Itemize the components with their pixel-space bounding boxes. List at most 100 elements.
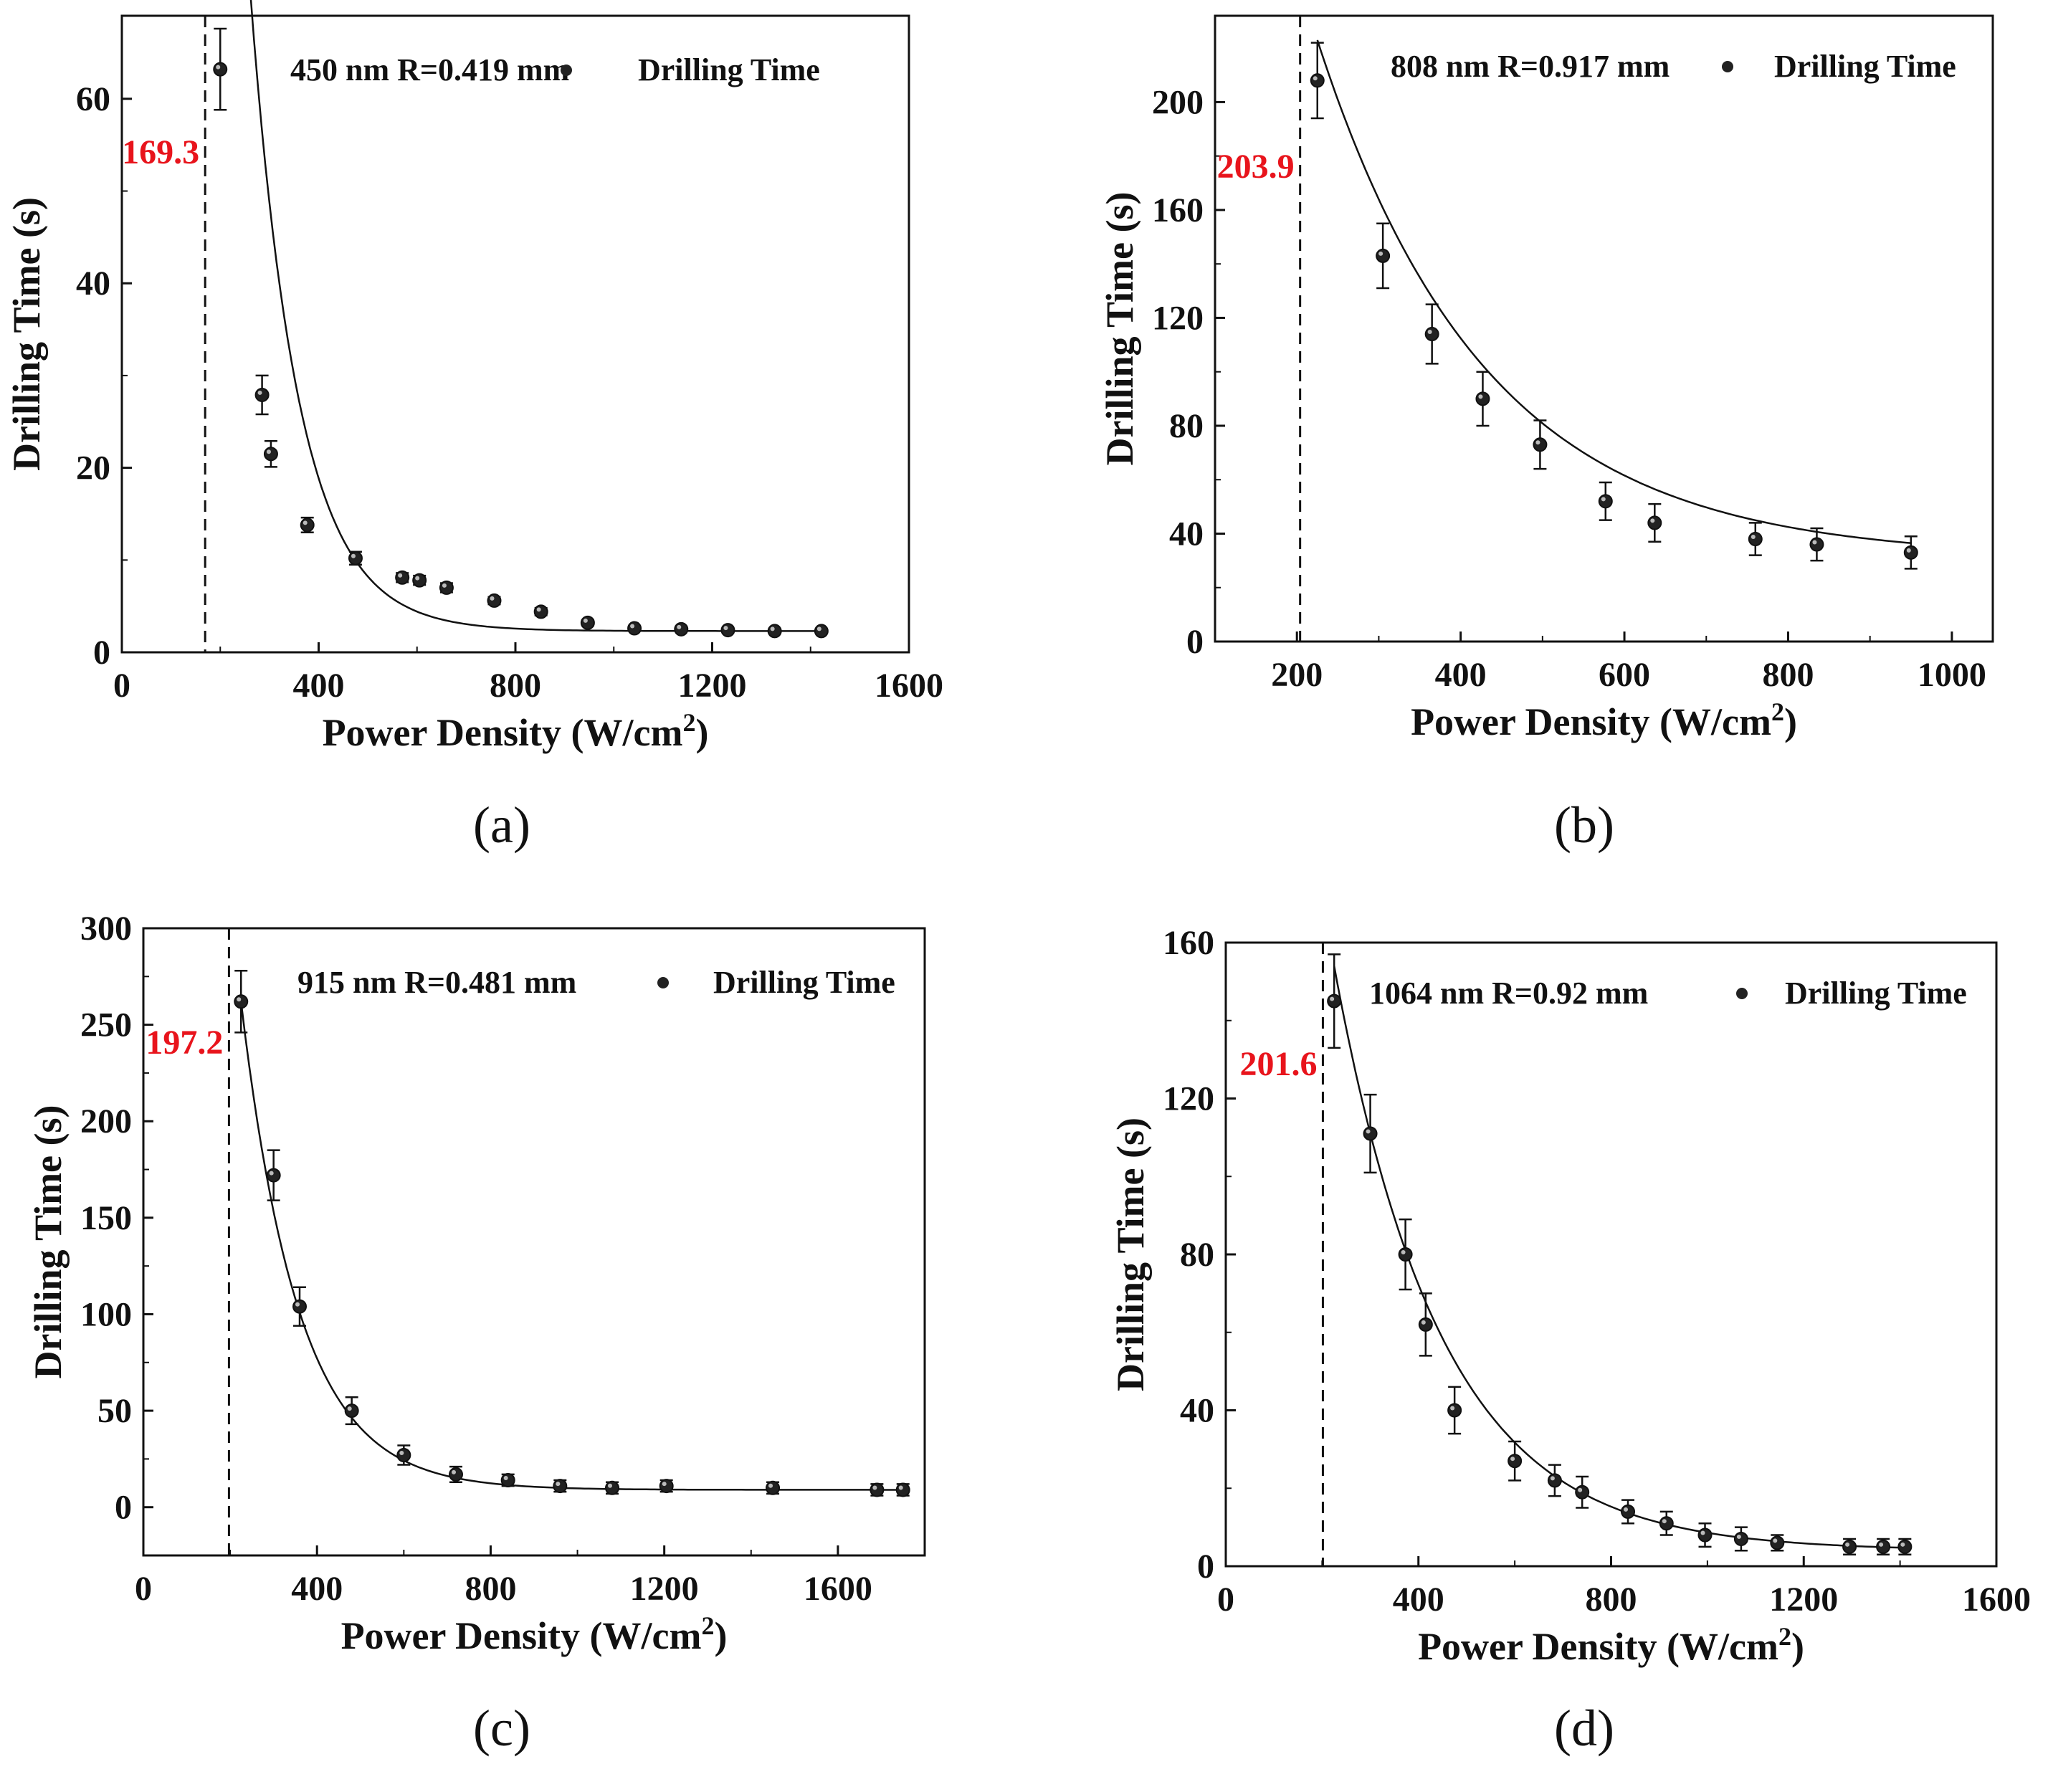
chart-1-data-point xyxy=(1903,535,1918,570)
chart-3-marker-highlight xyxy=(1662,1519,1667,1524)
chart-0-marker xyxy=(300,518,315,533)
chart-3-marker-highlight xyxy=(1700,1530,1705,1535)
chart-3-xlabel: Power Density (W/cm2) xyxy=(1418,1622,1804,1668)
chart-3-marker-highlight xyxy=(1900,1542,1905,1547)
chart-0-marker-highlight xyxy=(490,596,495,601)
chart-3-ytick-label: 160 xyxy=(1163,924,1214,962)
chart-0-ytick-label: 20 xyxy=(76,449,110,487)
chart-2-xtick-label: 0 xyxy=(135,1570,152,1608)
chart-1-marker-highlight xyxy=(1378,251,1383,256)
chart-1-data-point xyxy=(1310,42,1325,120)
chart-2-ylabel: Drilling Time (s) xyxy=(27,1105,70,1378)
chart-1-data-point xyxy=(1424,303,1439,365)
chart-0-data-point xyxy=(254,374,270,416)
chart-0-data-point xyxy=(767,624,782,639)
chart-1-marker-highlight xyxy=(1478,394,1483,399)
chart-2-ytick-label: 0 xyxy=(115,1489,132,1527)
chart-0-xtick-label: 0 xyxy=(113,667,130,705)
chart-0-marker xyxy=(814,624,829,639)
chart-3-xtick-label: 0 xyxy=(1217,1581,1234,1619)
chart-2-ytick-label: 250 xyxy=(80,1006,132,1044)
chart-1-threshold-label: 203.9 xyxy=(1217,148,1295,186)
chart-0-data-point xyxy=(213,27,228,111)
chart-3-marker xyxy=(1842,1539,1857,1554)
chart-2-marker-highlight xyxy=(269,1171,274,1176)
chart-2-marker-highlight xyxy=(898,1485,903,1490)
chart-2-xlabel: Power Density (W/cm2) xyxy=(341,1611,728,1657)
chart-2-marker-highlight xyxy=(237,997,242,1002)
chart-3-xtick-label: 800 xyxy=(1586,1581,1637,1619)
chart-3-data-point xyxy=(1327,953,1342,1049)
chart-2-marker xyxy=(396,1448,411,1462)
chart-3-marker xyxy=(1363,1126,1378,1141)
chart-2-marker xyxy=(292,1299,307,1314)
chart-3-xtick-label: 1200 xyxy=(1769,1581,1838,1619)
chart-0-marker-highlight xyxy=(723,626,728,631)
chart-3-marker xyxy=(1697,1528,1713,1543)
chart-3-marker xyxy=(1897,1539,1913,1554)
chart-2-ytick-label: 300 xyxy=(80,910,132,948)
chart-2-xtick-label: 400 xyxy=(291,1570,343,1608)
chart-0-data-point xyxy=(348,551,363,566)
chart-2-marker-highlight xyxy=(768,1483,773,1488)
chart-2-legend-marker xyxy=(657,977,669,988)
chart-1-marker xyxy=(1598,494,1613,509)
chart-0-data-point xyxy=(263,440,278,468)
chart-3-marker xyxy=(1770,1535,1785,1550)
chart-3-marker-highlight xyxy=(1510,1457,1515,1462)
chart-2-marker-highlight xyxy=(399,1451,404,1455)
chart-3-data-point xyxy=(1621,1499,1636,1525)
chart-1-marker xyxy=(1475,391,1490,406)
chart-3-data-point xyxy=(1447,1386,1462,1435)
chart-1-xtick-label: 800 xyxy=(1762,656,1814,694)
chart-0-marker xyxy=(767,624,782,639)
chart-3-marker xyxy=(1575,1484,1590,1500)
chart-0: 0 400 800 1200 1600 0 20 40 60 169.3 450 nm R=0.41… xyxy=(5,0,943,854)
chart-1-data-point xyxy=(1533,419,1548,470)
chart-1-marker-highlight xyxy=(1906,548,1911,553)
chart-3-frame xyxy=(1224,941,1998,1568)
chart-3-xtick-label: 1600 xyxy=(1962,1581,2031,1619)
chart-1-marker xyxy=(1310,73,1325,88)
chart-0-marker-highlight xyxy=(677,624,682,629)
chart-1-marker xyxy=(1647,515,1662,530)
chart-0-marker xyxy=(439,580,454,595)
chart-3: 0 400 800 1200 1600 0 40 80 120 160 201.6 1064 nm R… xyxy=(1109,924,2031,1757)
chart-3-data-point xyxy=(1897,1538,1913,1555)
chart-1-marker xyxy=(1424,327,1439,342)
chart-3-marker-highlight xyxy=(1366,1129,1371,1134)
chart-2-marker-highlight xyxy=(872,1485,877,1490)
chart-1-panel-label: (b) xyxy=(1554,796,1614,854)
chart-1-marker-highlight xyxy=(1812,540,1817,545)
chart-1-data-point xyxy=(1748,522,1763,556)
chart-2-data-point xyxy=(266,1149,281,1201)
chart-3-marker xyxy=(1508,1454,1523,1469)
chart-2-data-point xyxy=(766,1480,781,1495)
chart-1-marker-highlight xyxy=(1427,330,1432,335)
chart-2-data-point xyxy=(659,1479,674,1494)
chart-1-ytick-label: 40 xyxy=(1169,515,1204,553)
chart-2-marker-highlight xyxy=(556,1482,561,1487)
chart-3-marker-highlight xyxy=(1879,1542,1884,1547)
chart-0-marker xyxy=(627,621,642,636)
chart-0-marker-highlight xyxy=(216,65,221,70)
chart-0-ytick-label: 0 xyxy=(93,634,110,672)
chart-3-annotation: 1064 nm R=0.92 mm xyxy=(1369,976,1648,1011)
chart-0-data-point xyxy=(627,621,642,636)
chart-3-marker xyxy=(1733,1531,1748,1546)
chart-3-marker-highlight xyxy=(1845,1542,1850,1547)
chart-3-legend-marker xyxy=(1736,988,1748,999)
chart-2-panel-label: (c) xyxy=(473,1700,530,1757)
chart-3-marker xyxy=(1547,1473,1562,1488)
chart-0-marker-highlight xyxy=(583,618,588,623)
chart-0-data-point xyxy=(439,580,454,595)
chart-0-marker-highlight xyxy=(398,573,403,578)
chart-2-marker xyxy=(344,1403,359,1419)
chart-0-marker-highlight xyxy=(630,624,635,629)
chart-0-marker xyxy=(720,623,735,638)
chart-0-marker xyxy=(412,573,427,588)
chart-0-marker-highlight xyxy=(351,553,356,558)
chart-2-marker-highlight xyxy=(347,1406,352,1411)
chart-1-ytick-label: 0 xyxy=(1186,623,1204,661)
chart-3-data-point xyxy=(1770,1534,1785,1552)
